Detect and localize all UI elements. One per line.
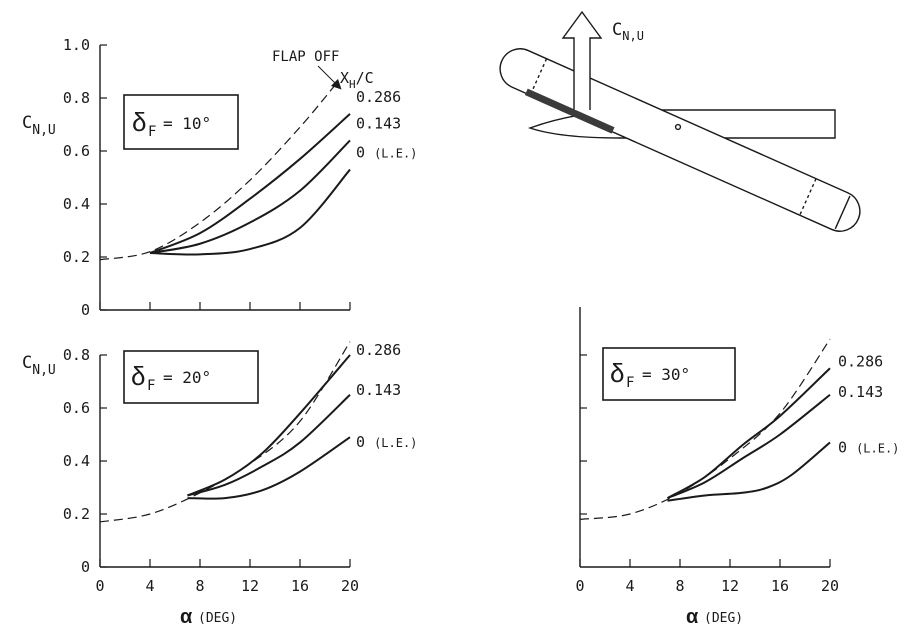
flap-angle-box-20: δ F = 20° bbox=[123, 350, 259, 404]
flap-angle-box-10: δ F = 10° bbox=[123, 94, 239, 150]
chart-panel-flap-10: 0 0.2 0.4 0.6 0.8 1.0 0.286 0.143 0 (L.E.) bbox=[63, 36, 418, 319]
x-tick-label: 4 bbox=[625, 577, 634, 595]
series-label: 0.286 bbox=[838, 352, 883, 370]
flap-angle-box-30: δ F = 30° bbox=[602, 347, 736, 401]
y-tick-label: 0.6 bbox=[63, 399, 90, 417]
svg-text:α: α bbox=[180, 606, 193, 628]
series-line-0-l-e- bbox=[667, 441, 831, 502]
series-label: 0.143 bbox=[356, 114, 401, 132]
series-line-0-l-e- bbox=[187, 436, 351, 500]
svg-text:δ: δ bbox=[131, 361, 145, 391]
x-tick-label: 12 bbox=[241, 577, 259, 595]
series-line-0-286 bbox=[149, 113, 351, 254]
x-tick-label: 4 bbox=[145, 577, 154, 595]
x-tick-label: 12 bbox=[721, 577, 739, 595]
svg-text:= 30°: = 30° bbox=[642, 365, 690, 384]
series-line-0-l-e- bbox=[149, 168, 351, 256]
y-tick-label: 0 bbox=[81, 558, 90, 576]
x-tick-label: 8 bbox=[195, 577, 204, 595]
svg-text:δ: δ bbox=[610, 358, 624, 388]
series-label: 0.143 bbox=[838, 383, 883, 401]
svg-text:= 20°: = 20° bbox=[163, 368, 211, 387]
hinged-flap bbox=[524, 88, 615, 134]
x-tick-label: 0 bbox=[575, 577, 584, 595]
y-tick-label: 0.8 bbox=[63, 346, 90, 364]
series-label: 0.143 bbox=[356, 381, 401, 399]
y-tick-label: 0.2 bbox=[63, 248, 90, 266]
diagram-force-label: CN,U bbox=[612, 20, 644, 43]
series-line-0-286 bbox=[667, 367, 831, 499]
series-line-0-286 bbox=[187, 354, 351, 497]
svg-text:F: F bbox=[148, 124, 156, 140]
y-tick-label: 0.2 bbox=[63, 505, 90, 523]
series-line-0-143 bbox=[149, 139, 351, 255]
svg-text:F: F bbox=[626, 375, 634, 391]
y-tick-label: 0 bbox=[81, 301, 90, 319]
x-axis-label-right: α (DEG) bbox=[686, 606, 743, 628]
y-tick-label: 0.4 bbox=[63, 452, 90, 470]
series-label: 0 (L.E.) bbox=[356, 144, 417, 162]
missile-body-diagram bbox=[499, 10, 861, 232]
series-label: 0 (L.E.) bbox=[356, 433, 417, 451]
series-line-flap-off bbox=[99, 81, 338, 261]
x-tick-label: 8 bbox=[675, 577, 684, 595]
flap-off-label: FLAP OFF bbox=[272, 49, 339, 65]
svg-text:= 10°: = 10° bbox=[163, 114, 211, 133]
series-label: 0.286 bbox=[356, 88, 401, 106]
y-tick-label: 1.0 bbox=[63, 36, 90, 54]
series-line-0-143 bbox=[187, 394, 351, 497]
series-label: 0.286 bbox=[356, 341, 401, 359]
svg-text:δ: δ bbox=[132, 107, 146, 137]
x-axis-label-left: α (DEG) bbox=[180, 606, 237, 628]
y-axis-label-bottom: CN,U bbox=[22, 353, 56, 378]
svg-text:α: α bbox=[686, 606, 699, 628]
y-tick-label: 0.8 bbox=[63, 89, 90, 107]
x-tick-label: 20 bbox=[821, 577, 839, 595]
body-tube bbox=[499, 48, 861, 232]
pivot-point bbox=[674, 123, 682, 131]
normal-force-arrow-icon bbox=[561, 10, 603, 110]
series-label: 0 (L.E.) bbox=[838, 438, 899, 456]
x-tick-label: 16 bbox=[291, 577, 309, 595]
svg-text:F: F bbox=[147, 378, 155, 394]
y-axis-label-top: CN,U bbox=[22, 113, 56, 138]
legend-title: XH/C bbox=[340, 69, 374, 91]
x-tick-label: 16 bbox=[771, 577, 789, 595]
chart-panel-flap-30: 0 4 8 12 16 20 0.286 0.143 0 (L.E.) bbox=[575, 307, 899, 595]
y-tick-label: 0.4 bbox=[63, 195, 90, 213]
y-tick-label: 0.6 bbox=[63, 142, 90, 160]
series-line-0-143 bbox=[667, 393, 831, 500]
x-tick-label: 0 bbox=[95, 577, 104, 595]
chart-panel-flap-20: 0 4 8 12 16 20 0 0.2 0.4 0.6 0.8 0.286 0.143 0 (L.E.) bbox=[63, 341, 418, 595]
svg-text:(DEG): (DEG) bbox=[704, 611, 743, 626]
x-tick-label: 20 bbox=[341, 577, 359, 595]
flap-off-leader bbox=[317, 65, 342, 90]
svg-text:(DEG): (DEG) bbox=[198, 611, 237, 626]
